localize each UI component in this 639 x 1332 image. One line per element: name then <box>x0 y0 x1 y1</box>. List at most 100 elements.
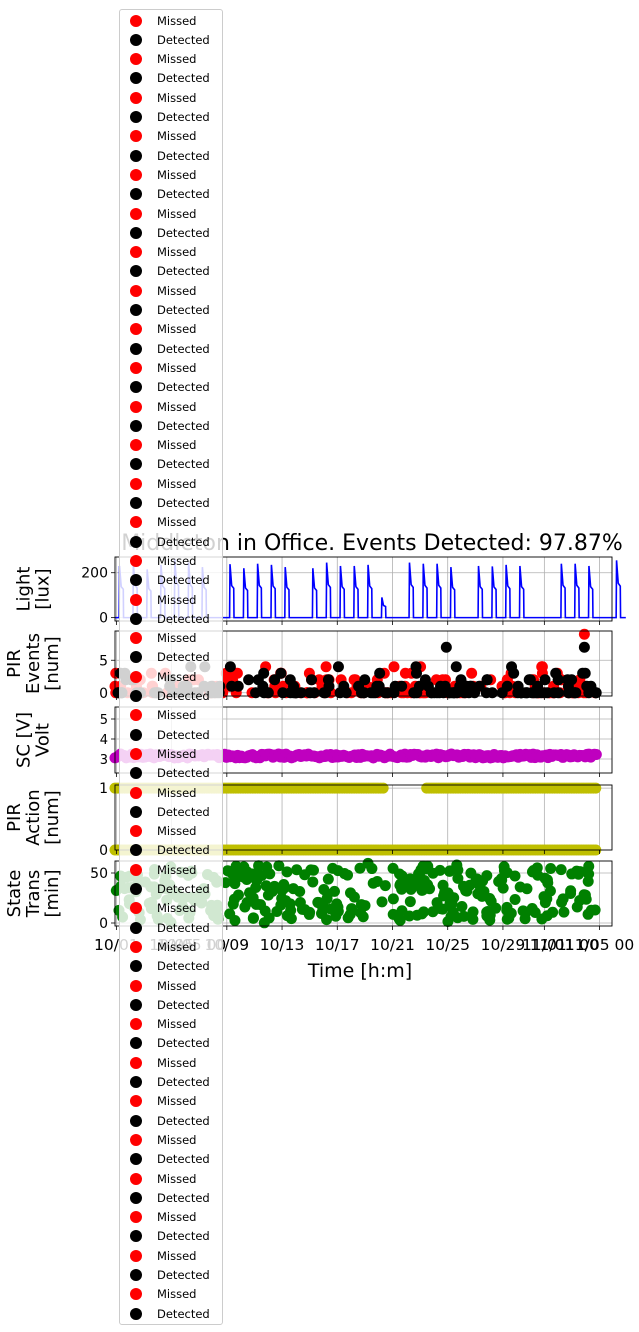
point-trans <box>307 864 319 876</box>
point-trans <box>521 883 533 895</box>
point-trans <box>394 879 406 891</box>
point-trans <box>376 896 388 908</box>
y-axis-label: [lux] <box>33 568 54 609</box>
legend-entry: Detected <box>130 1266 210 1285</box>
legend-entry: Detected <box>130 30 210 49</box>
point-detected <box>496 687 508 699</box>
legend-entry: Missed <box>130 706 196 725</box>
legend-entry: Detected <box>130 416 210 435</box>
point-detected <box>535 687 547 699</box>
point-trans <box>342 869 354 881</box>
legend-marker <box>130 747 142 760</box>
point-trans <box>403 910 415 922</box>
legend-marker <box>130 1269 142 1281</box>
legend-entry: Missed <box>130 11 196 30</box>
legend-entry: Detected <box>130 494 210 513</box>
point-trans <box>527 864 539 876</box>
legend-marker <box>130 940 142 953</box>
legend-entry: Missed <box>130 320 196 339</box>
point-trans <box>278 878 290 890</box>
point-trans <box>317 901 329 913</box>
panel-frame <box>114 706 613 774</box>
legend-label: Missed <box>157 245 197 260</box>
legend-entry: Detected <box>130 841 210 860</box>
point-trans <box>547 906 559 918</box>
panel-frame <box>114 784 613 851</box>
point-detected <box>306 674 318 686</box>
legend-marker <box>130 53 142 66</box>
legend-marker <box>130 188 142 201</box>
legend-marker <box>130 342 142 355</box>
legend-marker <box>130 1037 142 1050</box>
point-trans <box>545 862 557 874</box>
legend-label: Missed <box>157 322 197 337</box>
legend-label: Missed <box>157 1055 197 1070</box>
legend-marker <box>130 246 142 259</box>
legend-entry: Missed <box>130 436 196 455</box>
legend-label: Detected <box>157 187 210 202</box>
y-axis-label: Action <box>23 789 44 845</box>
point-trans <box>418 906 430 918</box>
legend-label: Missed <box>157 592 197 607</box>
point-detected <box>308 687 320 699</box>
point-trans <box>255 899 267 911</box>
y-tick-label: 200 <box>81 566 108 582</box>
point-trans <box>387 862 399 874</box>
legend-marker <box>130 400 142 413</box>
legend-entry: Detected <box>130 69 210 88</box>
point-trans <box>456 901 468 913</box>
y-tick-label: 0 <box>99 686 108 702</box>
point-trans <box>565 885 577 897</box>
legend-entry: Missed <box>130 397 196 416</box>
legend-label: Detected <box>157 727 210 742</box>
legend-marker <box>130 612 142 625</box>
point-trans <box>296 903 308 915</box>
point-trans <box>328 885 340 897</box>
point-trans <box>485 895 497 907</box>
y-axis-label: Light <box>14 567 35 612</box>
legend-entry: Detected <box>130 1073 210 1092</box>
legend-label: Detected <box>157 110 210 124</box>
legend-entry: Detected <box>130 185 210 204</box>
point-detected <box>277 687 289 699</box>
legend-marker <box>130 1076 142 1088</box>
y-axis-label: [num] <box>42 636 63 690</box>
legend-label: Missed <box>157 167 197 182</box>
legend-entry: Missed <box>130 667 196 686</box>
legend-marker <box>130 554 142 567</box>
legend-marker <box>130 728 142 741</box>
legend-entry: Missed <box>130 358 196 377</box>
legend-entry: Missed <box>130 165 196 184</box>
y-tick-label: 3 <box>100 753 108 768</box>
point-trans <box>467 906 479 918</box>
legend-label: Detected <box>157 1268 210 1282</box>
legend-marker <box>130 1230 142 1243</box>
legend-label: Missed <box>157 939 197 954</box>
legend-marker <box>130 419 142 432</box>
legend-label: Detected <box>157 1306 210 1321</box>
point-detected <box>506 661 518 673</box>
y-axis-label: Trans <box>23 870 44 919</box>
legend-entry: Detected <box>130 1111 210 1130</box>
legend-label: Missed <box>157 1210 197 1225</box>
point-trans <box>281 866 293 878</box>
legend-label: Missed <box>157 1248 197 1263</box>
point-trans <box>585 904 597 916</box>
y-tick-label: 0 <box>99 916 108 932</box>
point-missed <box>466 667 478 679</box>
point-detected <box>419 674 431 686</box>
legend-label: Missed <box>157 1132 197 1147</box>
legend-entry: Missed <box>130 860 196 879</box>
point-trans <box>345 887 357 899</box>
y-tick-label: 0 <box>99 611 108 627</box>
legend-marker <box>130 805 142 818</box>
point-detected <box>359 674 371 686</box>
legend-entry: Missed <box>130 1015 196 1034</box>
legend-marker <box>130 1133 142 1146</box>
legend-marker <box>130 1056 142 1069</box>
legend-label: Detected <box>157 32 210 47</box>
legend-marker <box>130 844 142 857</box>
point-trans <box>474 880 486 892</box>
legend-entry: Detected <box>130 880 210 899</box>
legend-marker <box>130 670 142 683</box>
